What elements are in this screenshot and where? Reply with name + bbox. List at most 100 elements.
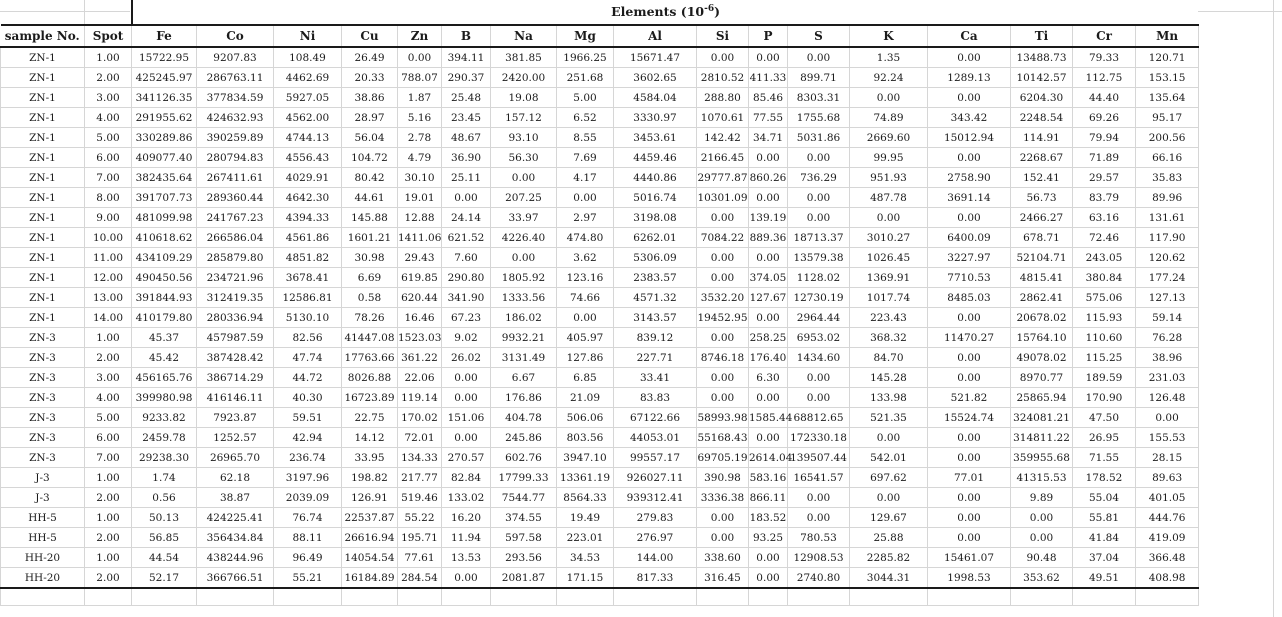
table-cell[interactable]: 89.96 — [1134, 187, 1200, 208]
table-cell[interactable]: 2268.67 — [1010, 147, 1073, 168]
table-cell[interactable]: 258.25 — [748, 327, 788, 348]
table-cell[interactable]: 0.00 — [927, 487, 1011, 508]
table-cell[interactable]: 839.12 — [613, 327, 697, 348]
table-cell[interactable]: 33.41 — [613, 367, 697, 388]
table-cell[interactable]: 38.87 — [196, 487, 274, 508]
table-cell[interactable]: 3131.49 — [490, 347, 557, 368]
table-cell[interactable]: 286763.11 — [196, 67, 274, 88]
table-cell[interactable]: 0.00 — [1134, 407, 1200, 428]
table-cell[interactable]: 29777.87 — [696, 167, 749, 188]
table-cell[interactable]: 4.00 — [84, 387, 132, 408]
table-cell[interactable]: 0.00 — [441, 387, 491, 408]
column-header-mg[interactable]: Mg — [556, 25, 614, 48]
table-cell[interactable]: 409077.40 — [131, 147, 197, 168]
table-cell[interactable]: 0.00 — [748, 187, 788, 208]
table-cell[interactable]: 38.96 — [1134, 347, 1200, 368]
table-cell[interactable]: 5031.86 — [787, 127, 850, 148]
table-cell[interactable]: 4394.33 — [273, 207, 342, 228]
table-cell[interactable]: J-3 — [0, 487, 85, 508]
table-cell[interactable]: 2614.04 — [748, 447, 792, 468]
table-cell[interactable]: 172330.18 — [787, 427, 850, 448]
table-cell[interactable]: 129.67 — [849, 507, 928, 528]
table-cell[interactable]: 22.75 — [341, 407, 398, 428]
table-cell[interactable]: 3.62 — [556, 247, 614, 268]
table-cell[interactable]: 7.69 — [556, 147, 614, 168]
table-cell[interactable]: 291955.62 — [131, 107, 197, 128]
table-cell[interactable]: 1.00 — [84, 467, 132, 488]
table-cell[interactable]: 374.55 — [490, 507, 557, 528]
table-cell[interactable]: 96.49 — [273, 547, 342, 568]
table-cell[interactable]: 1.74 — [131, 467, 197, 488]
table-cell[interactable]: 6204.30 — [1010, 87, 1073, 108]
table-cell[interactable]: 0.00 — [849, 207, 928, 228]
table-cell[interactable]: 25.48 — [441, 87, 491, 108]
table-cell[interactable]: 133.98 — [849, 387, 928, 408]
table-cell[interactable]: 2248.54 — [1010, 107, 1073, 128]
table-cell[interactable]: 20678.02 — [1010, 307, 1073, 328]
table-cell[interactable]: 8303.31 — [787, 87, 850, 108]
table-cell[interactable]: 889.36 — [748, 227, 788, 248]
table-cell[interactable]: 361.22 — [397, 347, 442, 368]
table-cell[interactable]: 231.03 — [1134, 367, 1200, 388]
table-cell[interactable]: 6400.09 — [927, 227, 1011, 248]
table-cell[interactable]: 390.98 — [696, 467, 749, 488]
column-header-fe[interactable]: Fe — [131, 25, 197, 48]
column-header-ni[interactable]: Ni — [273, 25, 342, 48]
table-cell[interactable]: 0.00 — [696, 507, 749, 528]
table-cell[interactable]: 2.00 — [84, 67, 132, 88]
table-cell[interactable]: 1333.56 — [490, 287, 557, 308]
table-cell[interactable]: 490450.56 — [131, 267, 197, 288]
table-cell[interactable]: 4571.32 — [613, 287, 697, 308]
table-cell[interactable]: 251.68 — [556, 67, 614, 88]
table-cell[interactable]: 0.00 — [787, 487, 850, 508]
table-cell[interactable]: 62.18 — [196, 467, 274, 488]
table-cell[interactable]: 390259.89 — [196, 127, 274, 148]
table-cell[interactable]: 93.10 — [490, 127, 557, 148]
table-cell[interactable]: 144.00 — [613, 547, 697, 568]
table-cell[interactable]: 3.00 — [84, 87, 132, 108]
table-cell[interactable]: 55.81 — [1072, 507, 1136, 528]
table-cell[interactable]: 4642.30 — [273, 187, 342, 208]
table-cell[interactable]: 10301.09 — [696, 187, 749, 208]
table-cell[interactable]: 5306.09 — [613, 247, 697, 268]
table-cell[interactable]: 0.00 — [748, 247, 788, 268]
table-cell[interactable]: 487.78 — [849, 187, 928, 208]
table-cell[interactable]: 270.57 — [441, 447, 491, 468]
table-cell[interactable]: 55.04 — [1072, 487, 1136, 508]
table-cell[interactable]: 1289.13 — [927, 67, 1011, 88]
table-cell[interactable]: 44.72 — [273, 367, 342, 388]
table-cell[interactable]: 474.80 — [556, 227, 614, 248]
table-cell[interactable]: 356434.84 — [196, 527, 274, 548]
table-cell[interactable]: 13579.38 — [787, 247, 850, 268]
table-cell[interactable]: 4029.91 — [273, 167, 342, 188]
table-cell[interactable]: 926027.11 — [613, 467, 697, 488]
table-cell[interactable]: 41315.53 — [1010, 467, 1073, 488]
table-cell[interactable]: 16184.89 — [341, 567, 398, 589]
table-cell[interactable]: 2459.78 — [131, 427, 197, 448]
table-cell[interactable]: 44.54 — [131, 547, 197, 568]
table-cell[interactable]: 324081.21 — [1010, 407, 1073, 428]
table-cell[interactable]: 2740.80 — [787, 567, 850, 589]
table-cell[interactable]: 0.00 — [787, 507, 850, 528]
table-cell[interactable]: 368.32 — [849, 327, 928, 348]
table-cell[interactable]: 0.00 — [490, 247, 557, 268]
table-cell[interactable]: 157.12 — [490, 107, 557, 128]
table-cell[interactable]: 178.52 — [1072, 467, 1136, 488]
empty-cell[interactable] — [0, 587, 85, 606]
table-cell[interactable]: 519.46 — [397, 487, 442, 508]
table-cell[interactable]: 2420.00 — [490, 67, 557, 88]
empty-cell[interactable] — [397, 587, 442, 606]
table-cell[interactable]: 697.62 — [849, 467, 928, 488]
table-cell[interactable]: 1.00 — [84, 507, 132, 528]
table-cell[interactable]: 223.01 — [556, 527, 614, 548]
table-cell[interactable]: 2466.27 — [1010, 207, 1073, 228]
table-cell[interactable]: 416146.11 — [196, 387, 274, 408]
empty-cell[interactable] — [748, 587, 788, 606]
table-cell[interactable]: 0.00 — [748, 547, 788, 568]
table-cell[interactable]: 85.46 — [748, 87, 788, 108]
table-cell[interactable]: 9.00 — [84, 207, 132, 228]
table-cell[interactable]: 0.00 — [441, 187, 491, 208]
table-cell[interactable]: ZN-1 — [0, 127, 85, 148]
table-cell[interactable]: 1998.53 — [927, 567, 1011, 589]
table-cell[interactable]: 0.00 — [927, 427, 1011, 448]
